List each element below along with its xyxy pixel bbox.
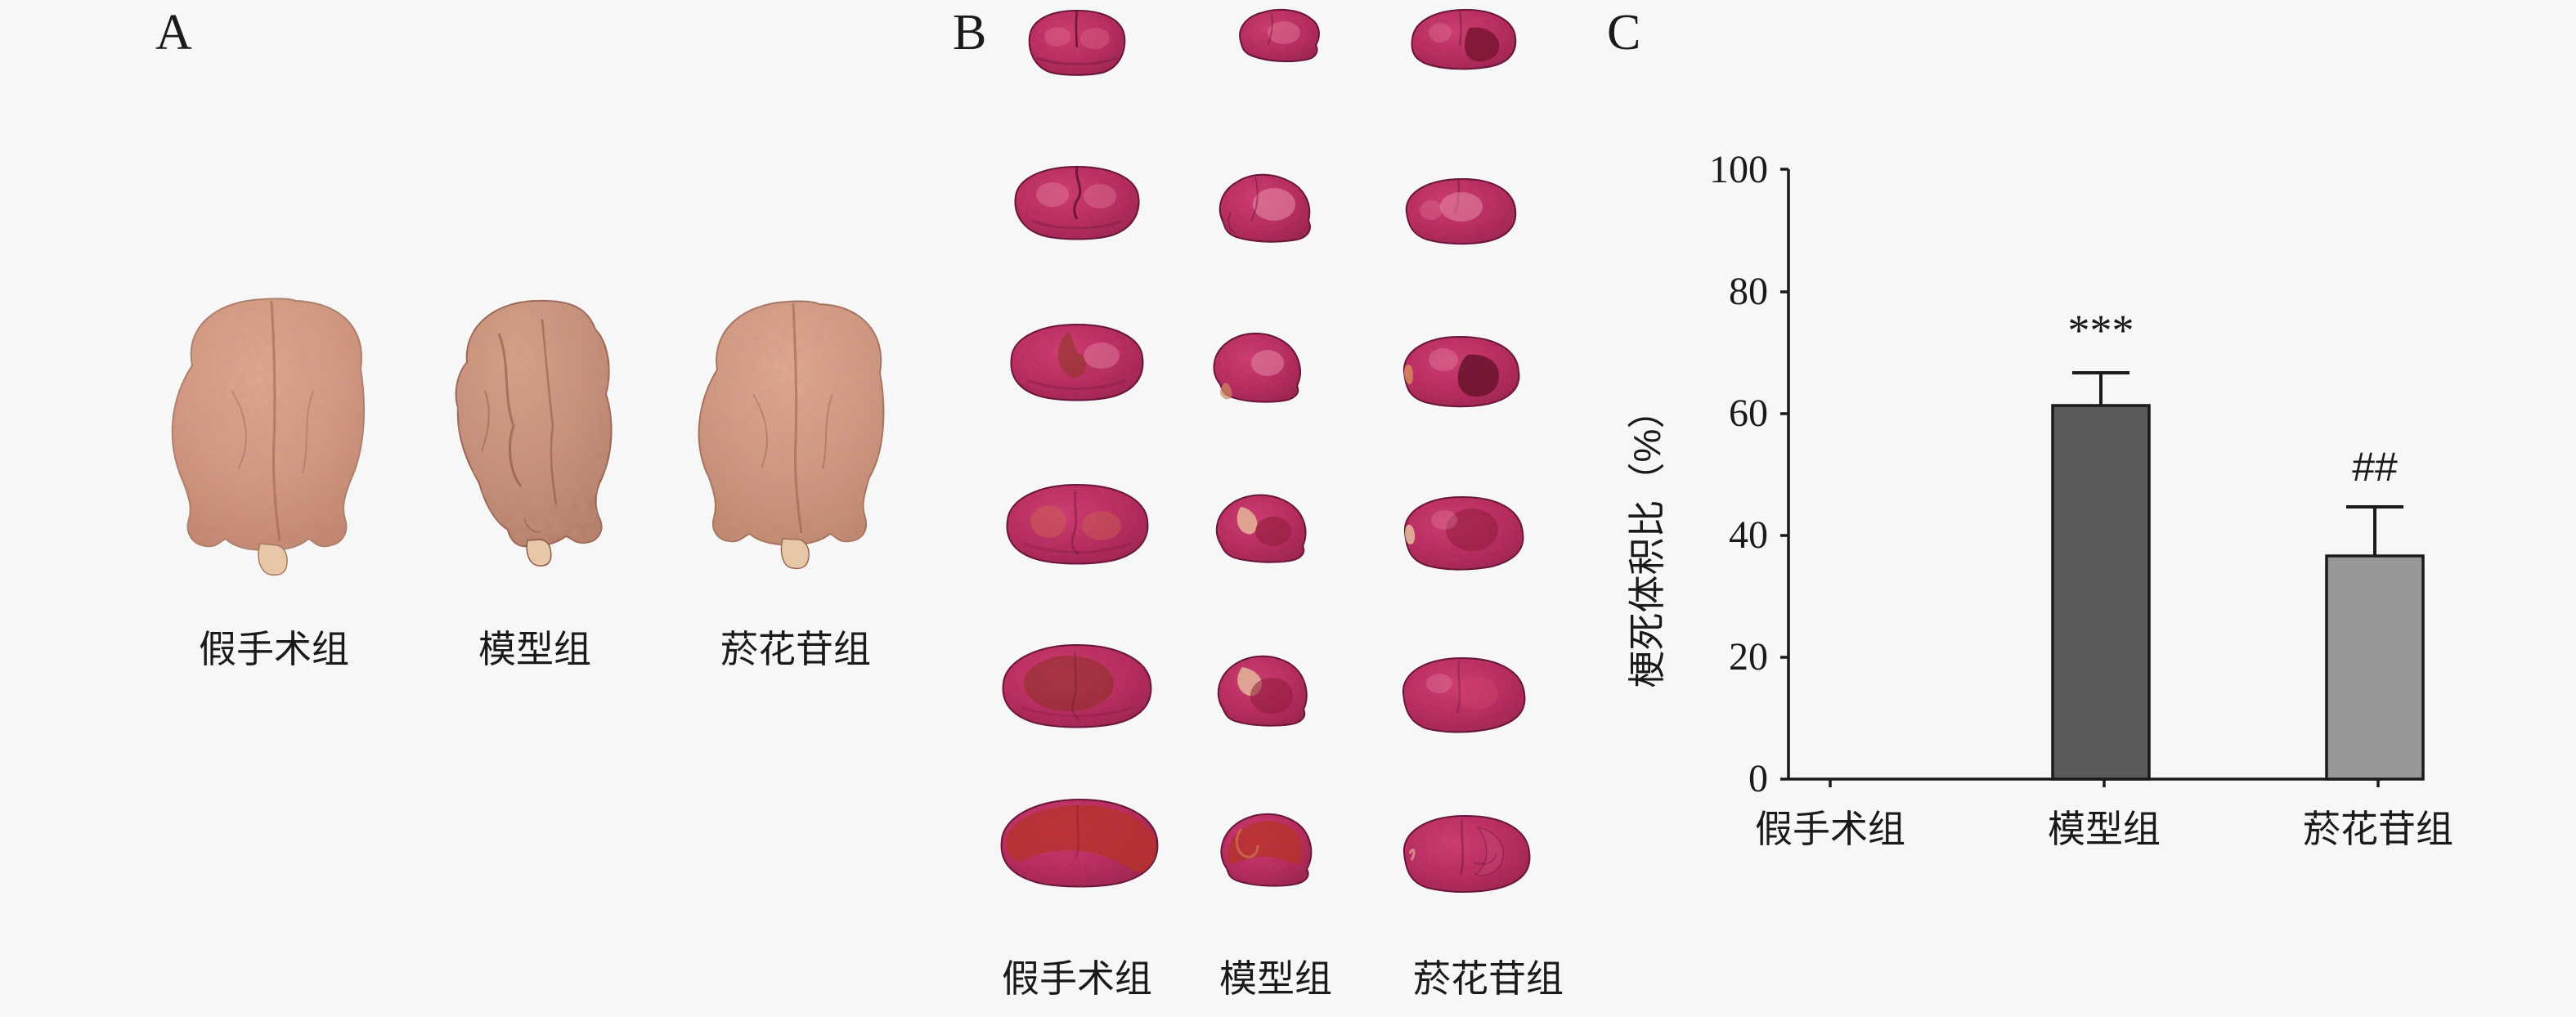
svg-text:100: 100 xyxy=(1709,148,1768,191)
svg-text:60: 60 xyxy=(1729,392,1768,435)
svg-text:菸花苷组: 菸花苷组 xyxy=(2303,808,2453,850)
svg-text:假手术组: 假手术组 xyxy=(1002,957,1152,1000)
svg-text:40: 40 xyxy=(1729,513,1768,557)
svg-text:20: 20 xyxy=(1729,635,1768,679)
svg-text:梗死体积比（%）: 梗死体积比（%） xyxy=(1626,392,1668,688)
svg-text:菸花苷组: 菸花苷组 xyxy=(1413,957,1564,1000)
svg-text:模型组: 模型组 xyxy=(2048,808,2161,850)
svg-text:菸花苷组: 菸花苷组 xyxy=(720,628,871,670)
svg-text:80: 80 xyxy=(1729,270,1768,313)
svg-text:假手术组: 假手术组 xyxy=(1755,808,1905,850)
svg-text:##: ## xyxy=(2352,444,2398,490)
svg-text:模型组: 模型组 xyxy=(478,628,591,670)
svg-text:***: *** xyxy=(2068,306,2134,355)
svg-text:模型组: 模型组 xyxy=(1219,957,1332,1000)
svg-text:假手术组: 假手术组 xyxy=(199,628,349,670)
svg-text:0: 0 xyxy=(1748,757,1768,800)
